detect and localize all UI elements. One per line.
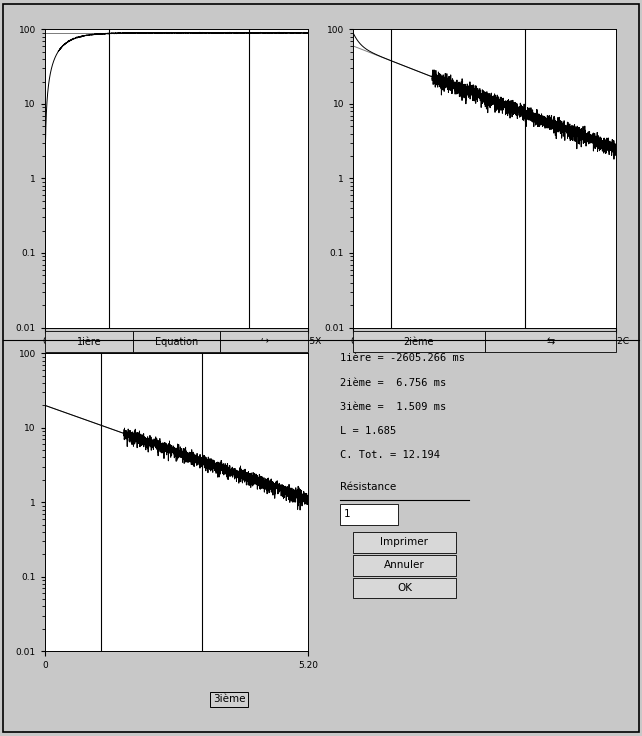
Text: 2ième: 2ième <box>404 336 434 347</box>
Text: C. Tot. = 12.194: C. Tot. = 12.194 <box>340 450 440 461</box>
Text: Imprimer: Imprimer <box>381 537 428 548</box>
Text: Résistance: Résistance <box>340 482 397 492</box>
Text: ↪: ↪ <box>260 336 268 347</box>
Text: 3ième =  1.509 ms: 3ième = 1.509 ms <box>340 402 446 412</box>
Text: 1: 1 <box>343 509 350 520</box>
Text: 1ière = -2605.266 ms: 1ière = -2605.266 ms <box>340 353 465 364</box>
Text: 2ième =  6.756 ms: 2ième = 6.756 ms <box>340 378 446 388</box>
Text: Annuler: Annuler <box>384 560 425 570</box>
Text: 1ière: 1ière <box>76 336 101 347</box>
Text: 3ième: 3ième <box>213 694 245 704</box>
Text: ⇆: ⇆ <box>546 336 555 347</box>
Text: OK: OK <box>397 583 412 593</box>
Text: Equation: Equation <box>155 336 198 347</box>
Text: L = 1.685: L = 1.685 <box>340 426 397 436</box>
